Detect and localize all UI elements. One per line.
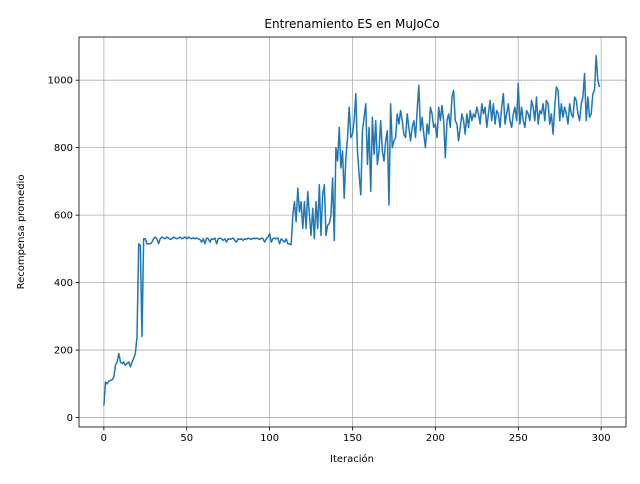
x-tick-label: 50: [180, 433, 193, 444]
x-axis-label: Iteración: [330, 453, 374, 465]
y-axis-label: Recompensa promedio: [16, 175, 27, 290]
chart-title: Entrenamiento ES en MuJoCo: [264, 17, 439, 31]
x-tick-label: 200: [426, 433, 445, 444]
y-tick-label: 800: [54, 143, 73, 154]
y-tick-label: 1000: [48, 76, 73, 87]
x-tick-label: 100: [260, 433, 279, 444]
y-tick-label: 200: [54, 346, 73, 357]
y-tick-label: 400: [54, 278, 73, 289]
x-tick-label: 0: [101, 433, 107, 444]
data-line: [103, 54, 601, 406]
x-tick-label: 250: [509, 433, 528, 444]
y-tick-label: 0: [67, 413, 73, 424]
plot-frame: [78, 36, 627, 428]
y-tick-label: 600: [54, 211, 73, 222]
x-tick-label: 300: [592, 433, 611, 444]
x-tick-label: 150: [343, 433, 362, 444]
